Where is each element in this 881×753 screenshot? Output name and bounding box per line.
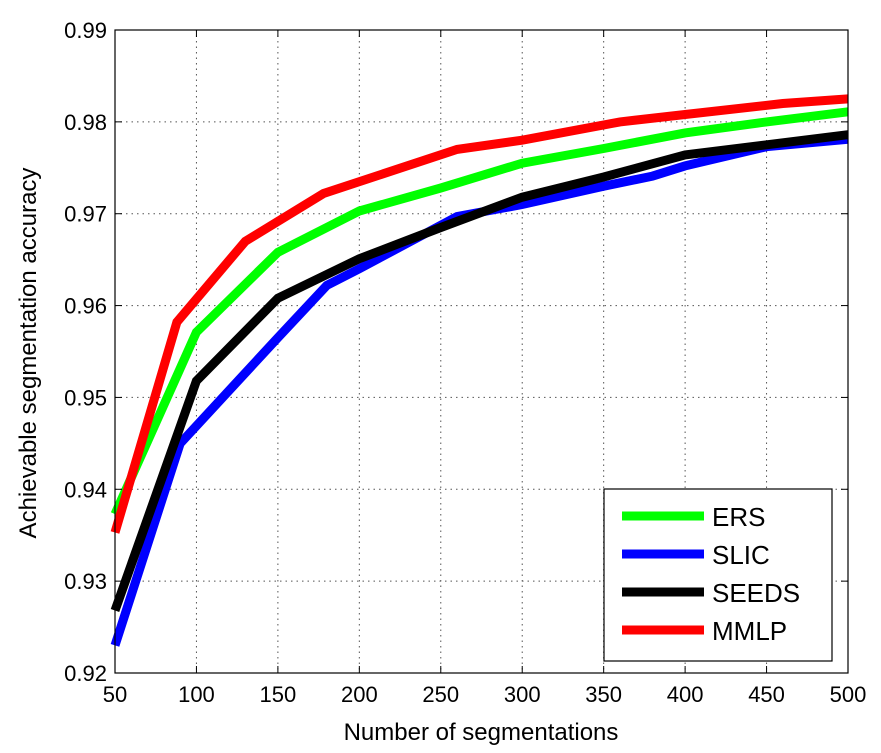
x-tick-label: 450 xyxy=(748,682,785,707)
x-tick-label: 350 xyxy=(585,682,622,707)
x-axis-label: Number of segmentations xyxy=(344,719,619,746)
tick-marks xyxy=(114,29,849,674)
x-tick-label: 200 xyxy=(341,682,378,707)
legend-label-slic: SLIC xyxy=(712,540,770,570)
y-tick-label: 0.94 xyxy=(64,477,107,502)
legend-label-seeds: SEEDS xyxy=(712,578,800,608)
series-line-mmlp xyxy=(110,94,849,534)
y-tick-label: 0.96 xyxy=(64,294,107,319)
x-tick-label: 250 xyxy=(422,682,459,707)
legend: ERS SLIC SEEDS MMLP xyxy=(603,488,833,662)
series-line-ers xyxy=(110,107,849,516)
y-tick-label: 0.93 xyxy=(64,569,107,594)
y-tick-label: 0.97 xyxy=(64,202,107,227)
x-tick-label: 500 xyxy=(830,682,867,707)
y-tick-label: 0.99 xyxy=(64,18,107,43)
x-tick-label: 150 xyxy=(260,682,297,707)
plot-area-frame xyxy=(114,29,849,674)
x-tick-label: 100 xyxy=(178,682,215,707)
y-tick-label: 0.95 xyxy=(64,385,107,410)
x-tick-label: 300 xyxy=(504,682,541,707)
y-tick-label: 0.98 xyxy=(64,110,107,135)
legend-label-ers: ERS xyxy=(712,502,765,532)
x-tick-label: 50 xyxy=(103,682,127,707)
y-tick-label: 0.92 xyxy=(64,661,107,686)
y-axis-label: Achievable segmentation accuracy xyxy=(15,168,42,539)
x-axis-tick-labels: 50 100 150 200 250 300 350 400 450 500 xyxy=(103,682,867,707)
series-line-seeds xyxy=(110,130,849,613)
x-tick-label: 400 xyxy=(667,682,704,707)
series-lines xyxy=(110,94,849,647)
legend-label-mmlp: MMLP xyxy=(712,616,787,646)
y-axis-tick-labels: 0.92 0.93 0.94 0.95 0.96 0.97 0.98 0.99 xyxy=(64,18,107,686)
